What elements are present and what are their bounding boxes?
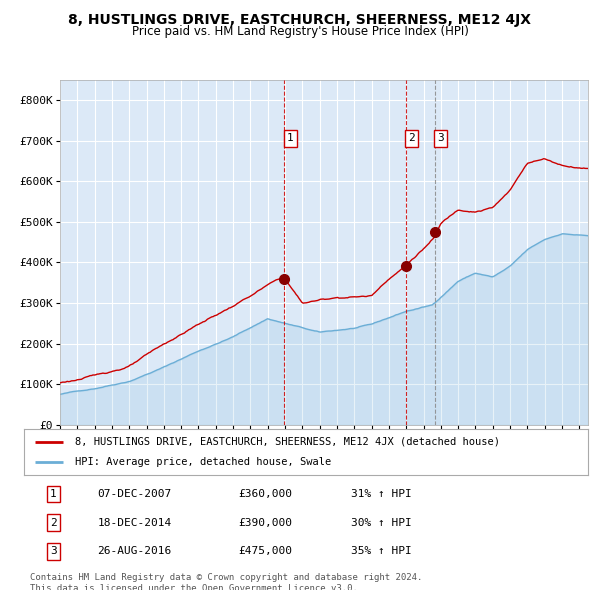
Text: 3: 3 bbox=[437, 133, 444, 143]
Text: 31% ↑ HPI: 31% ↑ HPI bbox=[351, 489, 412, 499]
Text: 2: 2 bbox=[50, 518, 57, 527]
Text: 18-DEC-2014: 18-DEC-2014 bbox=[97, 518, 172, 527]
Text: 30% ↑ HPI: 30% ↑ HPI bbox=[351, 518, 412, 527]
Text: 1: 1 bbox=[50, 489, 57, 499]
Text: 2: 2 bbox=[408, 133, 415, 143]
Text: 8, HUSTLINGS DRIVE, EASTCHURCH, SHEERNESS, ME12 4JX (detached house): 8, HUSTLINGS DRIVE, EASTCHURCH, SHEERNES… bbox=[75, 437, 500, 447]
Text: This data is licensed under the Open Government Licence v3.0.: This data is licensed under the Open Gov… bbox=[29, 584, 358, 590]
Text: 1: 1 bbox=[287, 133, 293, 143]
Text: 07-DEC-2007: 07-DEC-2007 bbox=[97, 489, 172, 499]
Text: Price paid vs. HM Land Registry's House Price Index (HPI): Price paid vs. HM Land Registry's House … bbox=[131, 25, 469, 38]
Text: Contains HM Land Registry data © Crown copyright and database right 2024.: Contains HM Land Registry data © Crown c… bbox=[29, 572, 422, 582]
Text: 3: 3 bbox=[50, 546, 57, 556]
Text: HPI: Average price, detached house, Swale: HPI: Average price, detached house, Swal… bbox=[75, 457, 331, 467]
Text: 35% ↑ HPI: 35% ↑ HPI bbox=[351, 546, 412, 556]
Text: 8, HUSTLINGS DRIVE, EASTCHURCH, SHEERNESS, ME12 4JX: 8, HUSTLINGS DRIVE, EASTCHURCH, SHEERNES… bbox=[68, 13, 532, 27]
Text: £390,000: £390,000 bbox=[238, 518, 292, 527]
Text: £475,000: £475,000 bbox=[238, 546, 292, 556]
Text: 26-AUG-2016: 26-AUG-2016 bbox=[97, 546, 172, 556]
Text: £360,000: £360,000 bbox=[238, 489, 292, 499]
